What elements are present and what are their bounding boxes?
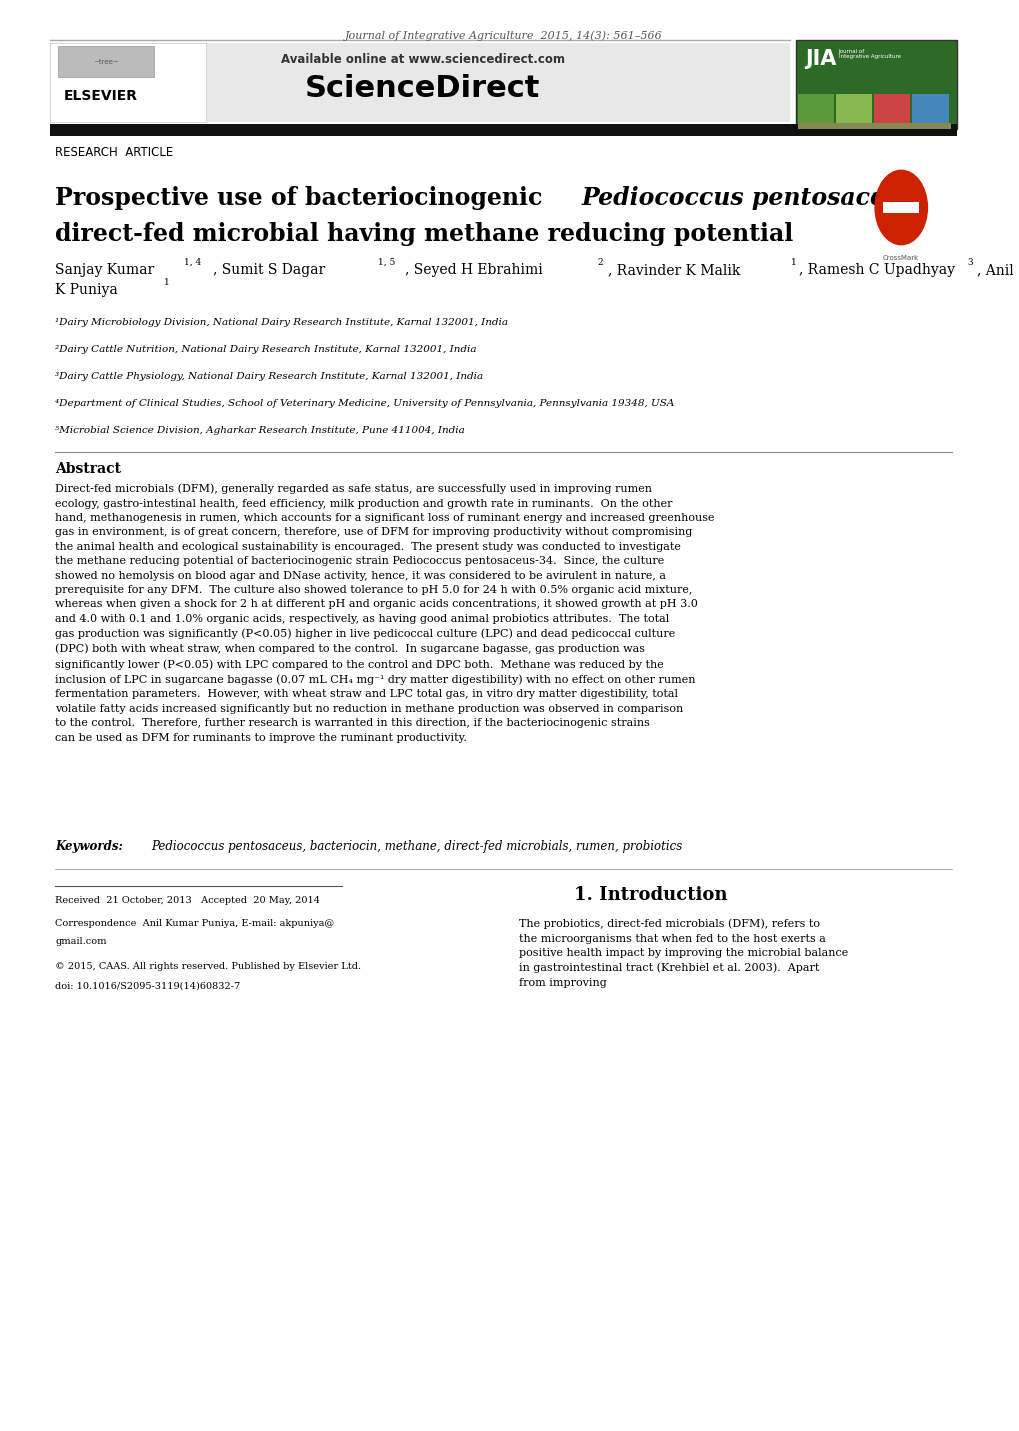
FancyBboxPatch shape [50, 43, 206, 122]
FancyBboxPatch shape [797, 123, 950, 129]
Text: ³Dairy Cattle Physiology, National Dairy Research Institute, Karnal 132001, Indi: ³Dairy Cattle Physiology, National Dairy… [55, 372, 483, 381]
Text: , Anil: , Anil [976, 263, 1013, 278]
Text: Pediococcus pentosaceus, bacteriocin, methane, direct-fed microbials, rumen, pro: Pediococcus pentosaceus, bacteriocin, me… [151, 840, 682, 853]
FancyBboxPatch shape [911, 94, 948, 126]
Text: ²Dairy Cattle Nutrition, National Dairy Research Institute, Karnal 132001, India: ²Dairy Cattle Nutrition, National Dairy … [55, 345, 477, 353]
Text: Received  21 October, 2013   Accepted  20 May, 2014: Received 21 October, 2013 Accepted 20 Ma… [55, 896, 320, 904]
Text: , Ravinder K Malik: , Ravinder K Malik [607, 263, 740, 278]
Text: Prospective use of bacteriocinogenic: Prospective use of bacteriocinogenic [55, 186, 550, 210]
Text: Journal of
Integrative Agriculture: Journal of Integrative Agriculture [838, 49, 900, 60]
Text: 1. Introduction: 1. Introduction [574, 886, 727, 904]
Text: 1: 1 [790, 258, 796, 266]
Text: The probiotics, direct-fed microbials (DFM), refers to
the microorganisms that w: The probiotics, direct-fed microbials (D… [518, 919, 847, 987]
FancyBboxPatch shape [50, 43, 790, 122]
Text: , Ramesh C Upadhyay: , Ramesh C Upadhyay [798, 263, 954, 278]
FancyBboxPatch shape [797, 94, 833, 126]
FancyBboxPatch shape [873, 94, 909, 126]
Text: ~tree~: ~tree~ [93, 59, 118, 64]
Text: 3: 3 [967, 258, 972, 266]
Text: Pediococcus pentosaceus: Pediococcus pentosaceus [582, 186, 915, 210]
Text: direct-fed microbial having methane reducing potential: direct-fed microbial having methane redu… [55, 222, 793, 246]
Text: ⁴Department of Clinical Studies, School of Veterinary Medicine, University of Pe: ⁴Department of Clinical Studies, School … [55, 399, 675, 408]
FancyBboxPatch shape [58, 46, 154, 77]
Text: as: as [862, 186, 899, 210]
Text: , Seyed H Ebrahimi: , Seyed H Ebrahimi [405, 263, 542, 278]
Text: 2: 2 [596, 258, 602, 266]
Text: ⁵Microbial Science Division, Agharkar Research Institute, Pune 411004, India: ⁵Microbial Science Division, Agharkar Re… [55, 426, 465, 435]
Circle shape [874, 170, 926, 245]
Text: © 2015, CAAS. All rights reserved. Published by Elsevier Ltd.: © 2015, CAAS. All rights reserved. Publi… [55, 962, 361, 970]
Text: 1, 5: 1, 5 [377, 258, 394, 266]
FancyBboxPatch shape [50, 124, 956, 136]
Text: CrossMark: CrossMark [882, 255, 918, 260]
Text: K Puniya: K Puniya [55, 283, 118, 298]
Text: ELSEVIER: ELSEVIER [63, 89, 138, 103]
Text: gmail.com: gmail.com [55, 937, 107, 946]
Text: Abstract: Abstract [55, 462, 121, 477]
FancyBboxPatch shape [795, 40, 956, 129]
Text: Sanjay Kumar: Sanjay Kumar [55, 263, 155, 278]
Text: Keywords:: Keywords: [55, 840, 127, 853]
Text: doi: 10.1016/S2095-3119(14)60832-7: doi: 10.1016/S2095-3119(14)60832-7 [55, 982, 240, 990]
Text: RESEARCH  ARTICLE: RESEARCH ARTICLE [55, 146, 173, 159]
Text: Journal of Integrative Agriculture  2015, 14(3): 561–566: Journal of Integrative Agriculture 2015,… [344, 30, 661, 40]
Text: Direct-fed microbials (DFM), generally regarded as safe status, are successfully: Direct-fed microbials (DFM), generally r… [55, 484, 714, 743]
Text: ¹Dairy Microbiology Division, National Dairy Research Institute, Karnal 132001, : ¹Dairy Microbiology Division, National D… [55, 318, 507, 326]
Text: Available online at www.sciencedirect.com: Available online at www.sciencedirect.co… [280, 53, 565, 66]
Text: , Sumit S Dagar: , Sumit S Dagar [213, 263, 325, 278]
FancyBboxPatch shape [882, 202, 918, 213]
Text: Correspondence  Anil Kumar Puniya, E-mail: akpuniya@: Correspondence Anil Kumar Puniya, E-mail… [55, 919, 334, 927]
Text: ScienceDirect: ScienceDirect [305, 74, 540, 103]
FancyBboxPatch shape [835, 94, 871, 126]
Text: JIA: JIA [805, 49, 837, 69]
Text: 1: 1 [164, 278, 170, 286]
Text: 1, 4: 1, 4 [184, 258, 202, 266]
